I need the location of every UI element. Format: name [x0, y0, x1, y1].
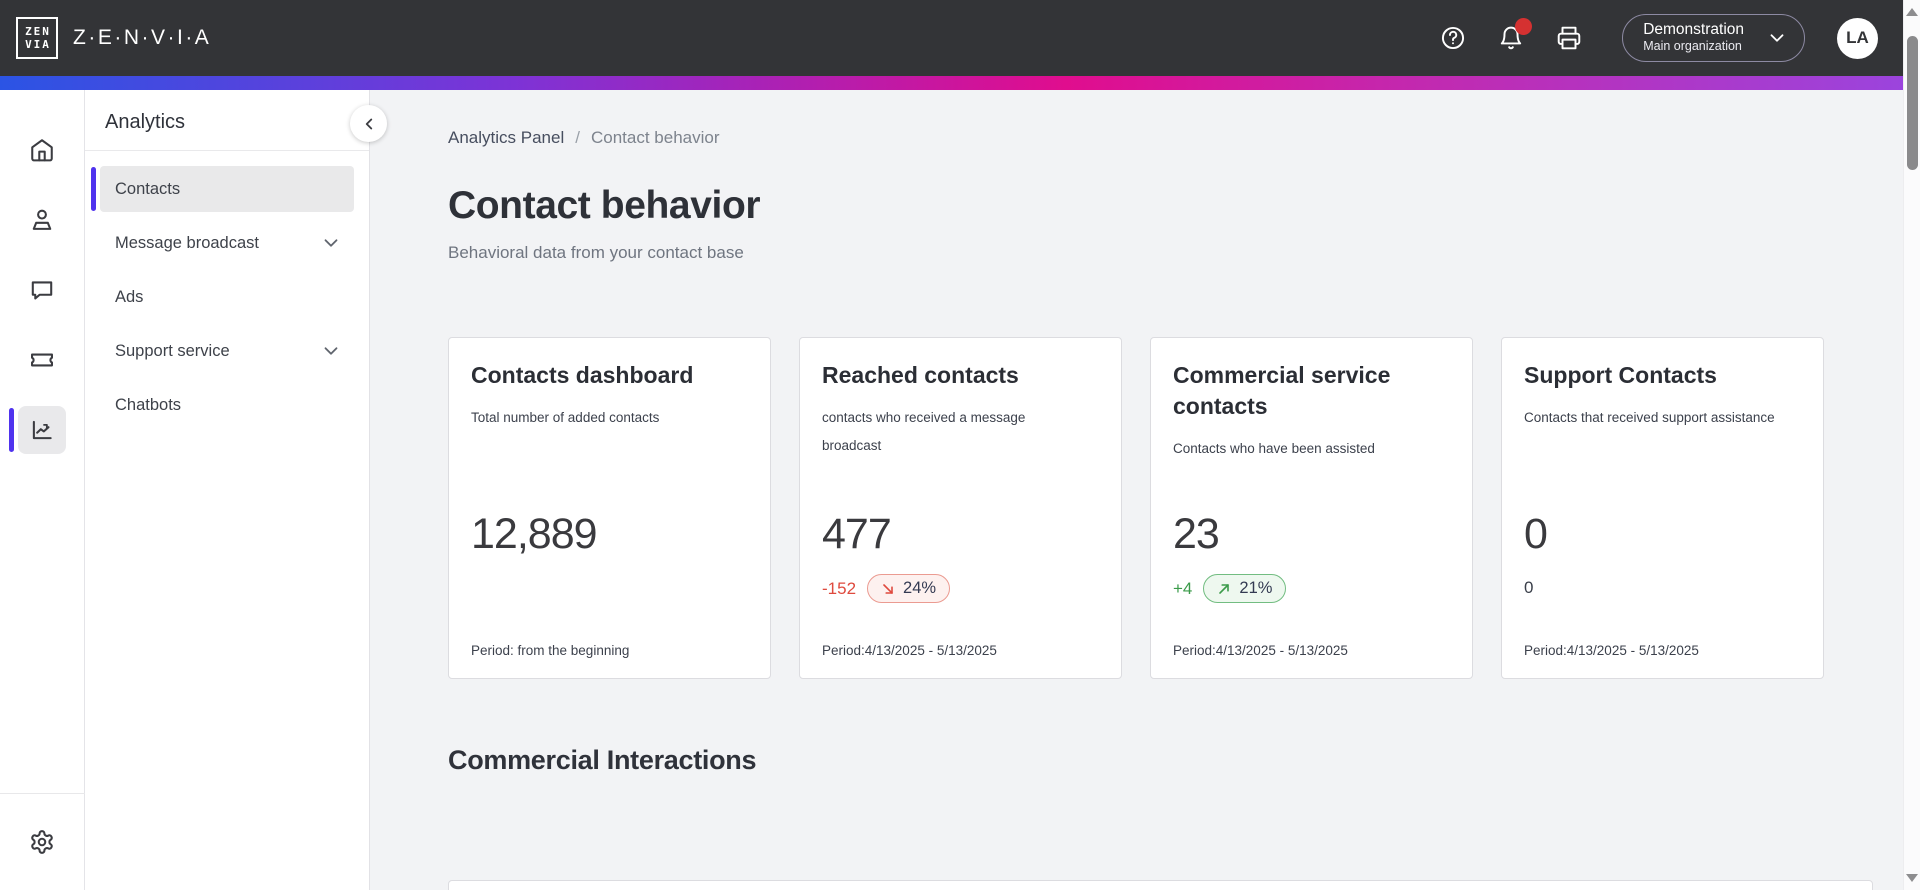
page-title: Contact behavior — [448, 184, 761, 227]
analytics-sidebar: Analytics Contacts Message broadcast — [85, 90, 387, 890]
breadcrumb-parent-link[interactable]: Analytics Panel — [448, 128, 565, 147]
commercial-interactions-card — [448, 880, 1873, 890]
kpi-card-commercial-service-contacts: Commercial service contacts Contacts who… — [1150, 337, 1473, 679]
card-value: 477 — [822, 510, 892, 558]
card-title: Reached contacts — [822, 362, 1019, 388]
trend-down-icon — [883, 583, 893, 594]
breadcrumb-separator: / — [575, 128, 580, 147]
breadcrumb: Analytics Panel / Contact behavior — [448, 128, 1903, 148]
brand[interactable]: ZEN VIA Z·E·N·V·I·A — [16, 17, 211, 59]
top-bar-actions: Demonstration Main organization LA — [1440, 14, 1878, 62]
sidebar-menu: Contacts Message broadcast Ads Support s… — [85, 151, 369, 428]
trend-up-icon — [1219, 583, 1230, 594]
kpi-card-contacts-dashboard: Contacts dashboard Total number of added… — [448, 337, 771, 679]
brand-wordmark: Z·E·N·V·I·A — [73, 26, 212, 49]
home-icon — [18, 126, 66, 174]
notifications-icon — [1501, 26, 1522, 50]
sidebar-collapse-button[interactable] — [350, 105, 387, 142]
zenvia-logo-icon: ZEN VIA — [16, 17, 58, 59]
organization-name: Demonstration — [1643, 21, 1744, 38]
nav-rail — [0, 90, 85, 890]
card-value: 0 — [1524, 510, 1548, 558]
avatar[interactable]: LA — [1837, 17, 1878, 59]
organization-switcher[interactable]: Demonstration Main organization — [1622, 14, 1805, 62]
rail-item-settings[interactable] — [0, 818, 85, 866]
section-title-commercial-interactions: Commercial Interactions — [448, 745, 757, 775]
logo-line2: VIA — [25, 38, 51, 51]
body-row: Analytics Contacts Message broadcast — [0, 90, 1903, 890]
scrollbar-thumb[interactable] — [1906, 36, 1918, 170]
card-period: Period: from the beginning — [471, 643, 630, 658]
rail-item-campaigns[interactable] — [0, 336, 85, 384]
card-trend-row: +4 21% — [1173, 574, 1287, 603]
sidebar-item-contacts[interactable]: Contacts — [91, 166, 354, 212]
rail-item-analytics[interactable] — [0, 406, 85, 454]
card-period: Period:4/13/2025 - 5/13/2025 — [822, 643, 997, 658]
rail-item-home[interactable] — [0, 126, 85, 174]
card-description: Total number of added contacts — [471, 410, 660, 426]
page-subtitle: Behavioral data from your contact base — [448, 243, 744, 262]
chevron-down-icon — [1770, 33, 1784, 42]
rail-item-contacts[interactable] — [0, 196, 85, 244]
notifications-button[interactable] — [1498, 18, 1533, 51]
trend-badge: 24% — [867, 574, 951, 603]
gradient-accent-bar — [0, 76, 1903, 90]
rail-bottom — [0, 793, 85, 890]
sidebar-item-message-broadcast[interactable]: Message broadcast — [100, 220, 354, 266]
rail-item-conversations[interactable] — [0, 266, 85, 314]
sidebar-item-label: Contacts — [115, 179, 181, 198]
scrollbar-down-arrow[interactable] — [1906, 874, 1918, 882]
analytics-icon — [18, 406, 66, 454]
ticket-icon — [18, 336, 66, 384]
sidebar-item-label: Message broadcast — [115, 233, 259, 252]
breadcrumb-current: Contact behavior — [590, 128, 720, 147]
trend-badge: 21% — [1203, 574, 1287, 603]
settings-icon — [18, 818, 66, 866]
card-title: Commercial service contacts — [1173, 362, 1391, 420]
kpi-cards-row: Contacts dashboard Total number of added… — [448, 337, 1903, 679]
scrollbar-up-arrow[interactable] — [1906, 8, 1918, 16]
badge-percentage: 21% — [1239, 579, 1273, 597]
card-title: Support Contacts — [1524, 362, 1717, 388]
help-icon[interactable] — [1440, 25, 1466, 51]
sidebar-item-label: Ads — [115, 287, 144, 306]
sidebar-title: Analytics — [105, 111, 186, 133]
organization-text: Demonstration Main organization — [1643, 20, 1744, 55]
sidebar-item-label: Chatbots — [115, 395, 182, 414]
kpi-card-support-contacts: Support Contacts Contacts that received … — [1501, 337, 1824, 679]
card-description: Contacts that received support assistanc… — [1524, 410, 1775, 426]
card-trend-row: -152 24% — [822, 574, 951, 603]
main-content: Analytics Panel / Contact behavior Conta… — [370, 90, 1903, 890]
sidebar-item-chatbots[interactable]: Chatbots — [100, 382, 354, 428]
chevron-left-icon — [365, 118, 372, 129]
card-value: 12,889 — [471, 510, 598, 558]
contacts-icon — [18, 196, 66, 244]
top-bar: ZEN VIA Z·E·N·V·I·A — [0, 0, 1903, 76]
card-description: contacts who received a message broadcas… — [822, 410, 1026, 454]
conversations-icon — [18, 266, 66, 314]
delta-value: +4 — [1173, 578, 1193, 598]
card-title: Contacts dashboard — [471, 362, 694, 388]
card-period: Period:4/13/2025 - 5/13/2025 — [1173, 643, 1348, 658]
sidebar-item-ads[interactable]: Ads — [100, 274, 354, 320]
sidebar-item-support-service[interactable]: Support service — [100, 328, 354, 374]
vertical-scrollbar[interactable] — [1903, 0, 1920, 890]
kpi-card-reached-contacts: Reached contacts contacts who received a… — [799, 337, 1122, 679]
chevron-down-icon — [324, 347, 338, 355]
notification-badge — [1515, 18, 1533, 35]
logo-line1: ZEN — [25, 25, 51, 38]
print-icon[interactable] — [1556, 25, 1582, 51]
card-value: 23 — [1173, 510, 1220, 558]
chevron-down-icon — [324, 239, 338, 247]
card-sub-value: 0 — [1524, 578, 1534, 597]
card-description: Contacts who have been assisted — [1173, 441, 1375, 457]
sidebar-divider — [85, 150, 369, 151]
sidebar-item-label: Support service — [115, 341, 230, 360]
delta-value: -152 — [822, 578, 857, 598]
badge-percentage: 24% — [903, 579, 937, 597]
organization-subtitle: Main organization — [1643, 39, 1742, 54]
card-period: Period:4/13/2025 - 5/13/2025 — [1524, 643, 1699, 658]
